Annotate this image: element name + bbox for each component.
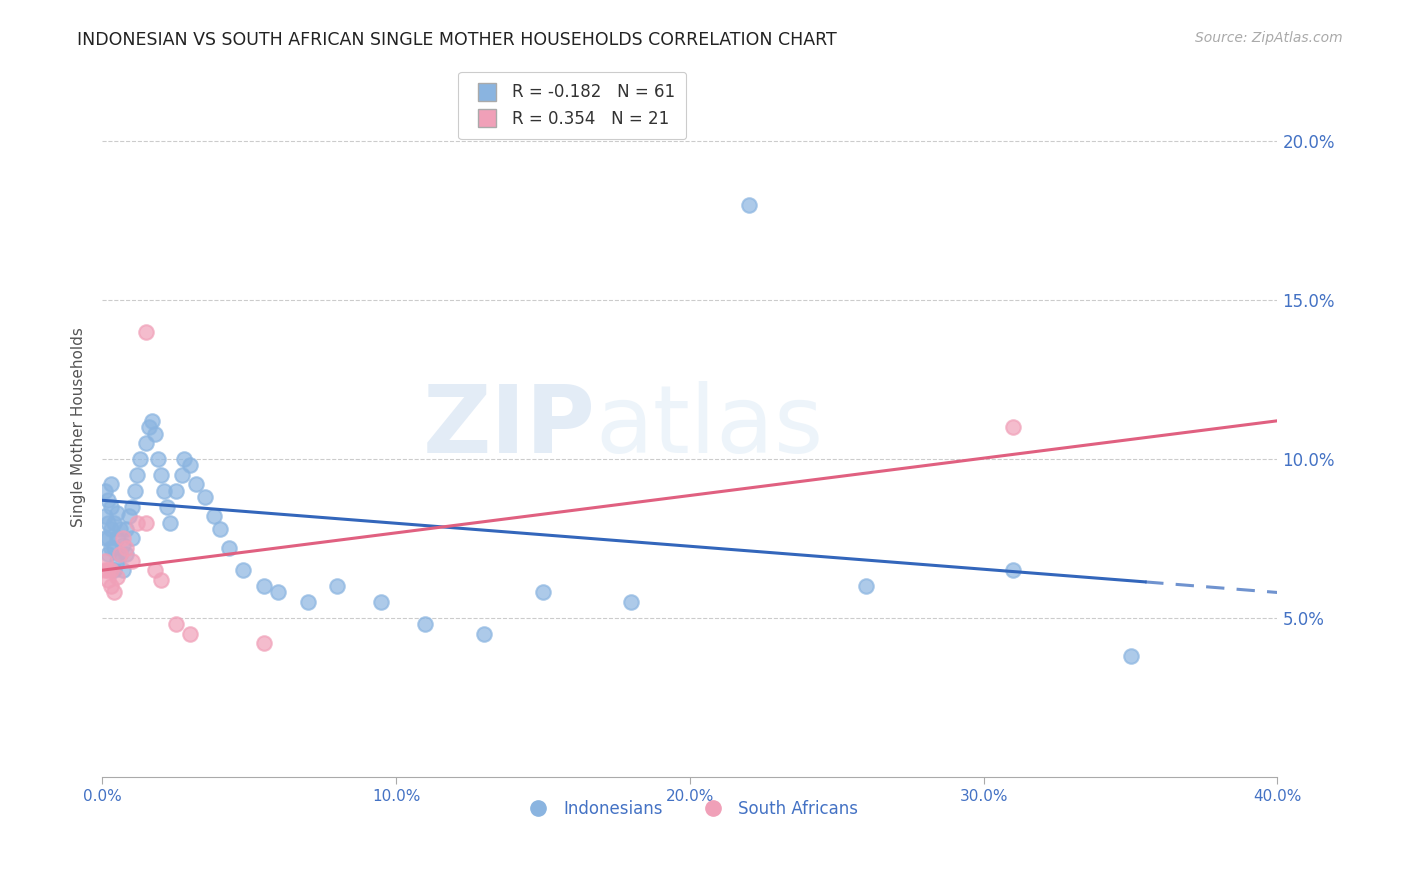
Point bbox=[146, 452, 169, 467]
Point bbox=[97, 563, 120, 577]
Point bbox=[114, 547, 136, 561]
Point bbox=[143, 563, 166, 577]
Point bbox=[326, 579, 349, 593]
Text: atlas: atlas bbox=[596, 381, 824, 473]
Point bbox=[121, 554, 143, 568]
Point bbox=[135, 516, 157, 530]
Point bbox=[97, 532, 120, 546]
Point bbox=[370, 595, 392, 609]
Point bbox=[103, 516, 125, 530]
Point bbox=[114, 522, 136, 536]
Point bbox=[135, 325, 157, 339]
Point bbox=[1119, 648, 1142, 663]
Legend: Indonesians, South Africans: Indonesians, South Africans bbox=[515, 793, 865, 824]
Point bbox=[149, 467, 172, 482]
Text: Source: ZipAtlas.com: Source: ZipAtlas.com bbox=[1195, 31, 1343, 45]
Point bbox=[170, 467, 193, 482]
Point bbox=[100, 522, 122, 536]
Point bbox=[531, 585, 554, 599]
Point bbox=[159, 516, 181, 530]
Point bbox=[111, 532, 134, 546]
Point bbox=[179, 458, 201, 473]
Point bbox=[105, 506, 128, 520]
Point bbox=[267, 585, 290, 599]
Point bbox=[97, 493, 120, 508]
Point bbox=[138, 420, 160, 434]
Point bbox=[103, 585, 125, 599]
Point bbox=[194, 490, 217, 504]
Point bbox=[135, 436, 157, 450]
Text: ZIP: ZIP bbox=[423, 381, 596, 473]
Point bbox=[121, 532, 143, 546]
Point bbox=[855, 579, 877, 593]
Point bbox=[156, 500, 179, 514]
Point bbox=[1001, 420, 1024, 434]
Point bbox=[737, 197, 759, 211]
Point bbox=[111, 538, 134, 552]
Point bbox=[94, 509, 117, 524]
Point bbox=[94, 563, 117, 577]
Point bbox=[100, 579, 122, 593]
Point bbox=[208, 522, 231, 536]
Point bbox=[149, 573, 172, 587]
Point bbox=[165, 617, 187, 632]
Point bbox=[143, 426, 166, 441]
Point bbox=[1001, 563, 1024, 577]
Point bbox=[94, 483, 117, 498]
Point bbox=[121, 500, 143, 514]
Point bbox=[108, 547, 131, 561]
Point bbox=[153, 483, 176, 498]
Text: INDONESIAN VS SOUTH AFRICAN SINGLE MOTHER HOUSEHOLDS CORRELATION CHART: INDONESIAN VS SOUTH AFRICAN SINGLE MOTHE… bbox=[77, 31, 837, 49]
Point bbox=[141, 414, 163, 428]
Point bbox=[111, 563, 134, 577]
Point bbox=[415, 617, 437, 632]
Point bbox=[165, 483, 187, 498]
Point bbox=[97, 573, 120, 587]
Point bbox=[127, 516, 149, 530]
Point bbox=[202, 509, 225, 524]
Point bbox=[472, 627, 495, 641]
Point bbox=[100, 500, 122, 514]
Point bbox=[103, 541, 125, 555]
Point bbox=[97, 547, 120, 561]
Point bbox=[94, 532, 117, 546]
Point bbox=[103, 563, 125, 577]
Point bbox=[97, 516, 120, 530]
Y-axis label: Single Mother Households: Single Mother Households bbox=[72, 327, 86, 527]
Point bbox=[114, 541, 136, 555]
Point bbox=[94, 554, 117, 568]
Point bbox=[129, 452, 152, 467]
Point bbox=[179, 627, 201, 641]
Point bbox=[620, 595, 643, 609]
Point bbox=[253, 579, 276, 593]
Point bbox=[218, 541, 240, 555]
Point bbox=[186, 477, 208, 491]
Point bbox=[105, 532, 128, 546]
Point bbox=[108, 522, 131, 536]
Point bbox=[108, 547, 131, 561]
Point bbox=[100, 563, 122, 577]
Point bbox=[253, 636, 276, 650]
Point bbox=[100, 541, 122, 555]
Point bbox=[173, 452, 195, 467]
Point bbox=[232, 563, 254, 577]
Point bbox=[127, 467, 149, 482]
Point bbox=[105, 554, 128, 568]
Point bbox=[124, 483, 146, 498]
Point bbox=[105, 569, 128, 583]
Point bbox=[297, 595, 319, 609]
Point bbox=[100, 477, 122, 491]
Point bbox=[118, 509, 141, 524]
